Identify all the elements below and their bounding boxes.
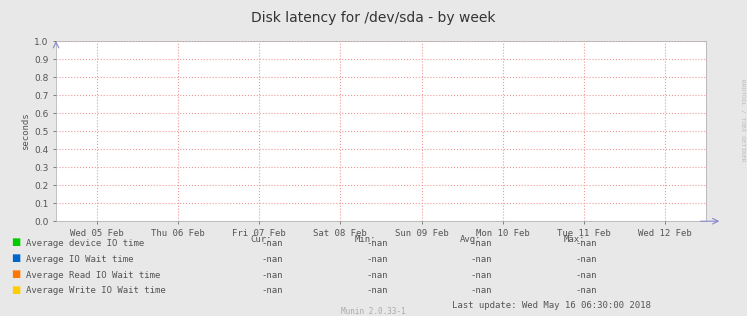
Text: -nan: -nan bbox=[575, 255, 597, 264]
Text: -nan: -nan bbox=[471, 239, 492, 248]
Text: -nan: -nan bbox=[366, 255, 388, 264]
Y-axis label: seconds: seconds bbox=[21, 112, 30, 150]
Text: ■: ■ bbox=[11, 284, 20, 295]
Text: -nan: -nan bbox=[366, 287, 388, 295]
Text: ■: ■ bbox=[11, 253, 20, 263]
Text: -nan: -nan bbox=[471, 255, 492, 264]
Text: -nan: -nan bbox=[575, 287, 597, 295]
Text: Munin 2.0.33-1: Munin 2.0.33-1 bbox=[341, 307, 406, 316]
Text: -nan: -nan bbox=[575, 239, 597, 248]
Text: Cur:: Cur: bbox=[250, 235, 272, 244]
Text: -nan: -nan bbox=[471, 287, 492, 295]
Text: Average Write IO Wait time: Average Write IO Wait time bbox=[26, 287, 166, 295]
Text: Disk latency for /dev/sda - by week: Disk latency for /dev/sda - by week bbox=[251, 11, 496, 25]
Text: ■: ■ bbox=[11, 237, 20, 247]
Text: -nan: -nan bbox=[575, 271, 597, 280]
Text: Average IO Wait time: Average IO Wait time bbox=[26, 255, 134, 264]
Text: Average device IO time: Average device IO time bbox=[26, 239, 144, 248]
Text: Max:: Max: bbox=[564, 235, 586, 244]
Text: -nan: -nan bbox=[261, 239, 283, 248]
Text: -nan: -nan bbox=[261, 255, 283, 264]
Text: RRDTOOL / TOBI OETIKER: RRDTOOL / TOBI OETIKER bbox=[740, 79, 746, 161]
Text: Last update: Wed May 16 06:30:00 2018: Last update: Wed May 16 06:30:00 2018 bbox=[452, 301, 651, 310]
Text: -nan: -nan bbox=[366, 271, 388, 280]
Text: Avg:: Avg: bbox=[459, 235, 481, 244]
Text: -nan: -nan bbox=[261, 287, 283, 295]
Text: Min:: Min: bbox=[355, 235, 376, 244]
Text: Average Read IO Wait time: Average Read IO Wait time bbox=[26, 271, 161, 280]
Text: -nan: -nan bbox=[366, 239, 388, 248]
Text: ■: ■ bbox=[11, 269, 20, 279]
Text: -nan: -nan bbox=[471, 271, 492, 280]
Text: -nan: -nan bbox=[261, 271, 283, 280]
